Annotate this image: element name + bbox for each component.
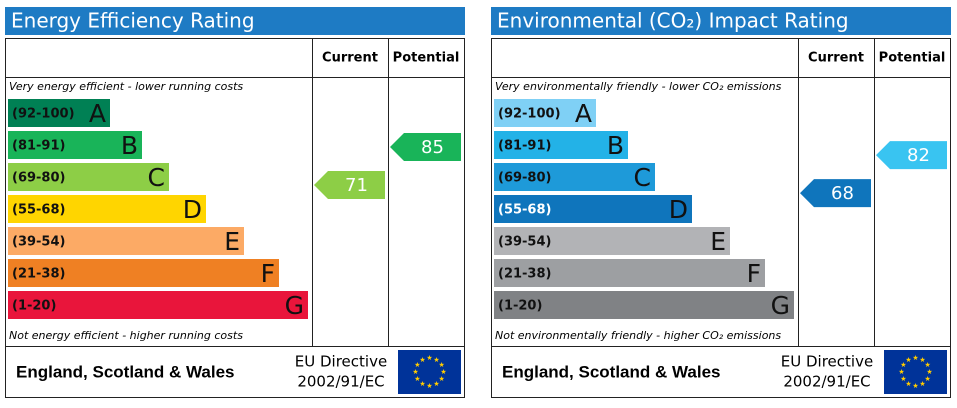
eu-star: ★ — [433, 380, 439, 388]
band — [494, 131, 628, 159]
eu-star: ★ — [919, 356, 925, 364]
band — [8, 291, 308, 319]
footer-code: 2002/91/EC — [297, 373, 384, 391]
rating-value: 85 — [421, 137, 444, 158]
band — [8, 131, 142, 159]
band-letter: F — [261, 259, 275, 288]
eu-star: ★ — [440, 368, 446, 376]
title-bar — [491, 7, 951, 35]
footer-region: England, Scotland & Wales — [16, 362, 235, 381]
panel-title: Energy Efficiency Rating — [11, 9, 255, 33]
panel-box — [5, 38, 465, 398]
eu-star: ★ — [419, 380, 425, 388]
eu-star: ★ — [414, 375, 420, 383]
band-letter: C — [634, 163, 651, 192]
band — [494, 227, 730, 255]
column-header: Potential — [879, 51, 946, 66]
band — [494, 99, 596, 127]
eu-flag — [398, 350, 461, 394]
band — [494, 195, 692, 223]
eu-flag — [884, 350, 947, 394]
rating-arrow — [800, 179, 871, 208]
column-header: Current — [322, 51, 378, 66]
band — [8, 259, 279, 287]
band-letter: D — [669, 195, 688, 224]
band — [8, 163, 169, 191]
band-letter: C — [148, 163, 165, 192]
eu-star: ★ — [919, 380, 925, 388]
rating-panel: Energy Efficiency Rating Current Potential… — [5, 7, 465, 398]
band-range: (39-54) — [12, 235, 65, 250]
band — [8, 227, 244, 255]
band — [8, 195, 206, 223]
top-note: Very energy efficient - lower running co… — [9, 80, 243, 93]
eu-star: ★ — [898, 368, 904, 376]
panel-title: Environmental (CO₂) Impact Rating — [497, 9, 849, 33]
band — [494, 291, 794, 319]
eu-star: ★ — [905, 380, 911, 388]
band — [494, 259, 765, 287]
footer-code: 2002/91/EC — [783, 373, 870, 391]
rating-value: 71 — [345, 175, 368, 196]
eu-star: ★ — [924, 361, 930, 369]
band-range: (1-20) — [12, 299, 56, 314]
footer-directive: EU Directive — [295, 353, 387, 371]
band-range: (92-100) — [12, 107, 75, 122]
band-letter: B — [607, 131, 624, 160]
eu-star: ★ — [900, 375, 906, 383]
eu-star: ★ — [412, 368, 418, 376]
band-letter: E — [710, 227, 726, 256]
band-letter: A — [575, 99, 592, 128]
eu-star: ★ — [438, 361, 444, 369]
band-letter: A — [89, 99, 106, 128]
eu-star: ★ — [414, 361, 420, 369]
band-letter: E — [224, 227, 240, 256]
footer-directive: EU Directive — [781, 353, 873, 371]
band-range: (81-91) — [498, 139, 551, 154]
eu-star: ★ — [912, 354, 918, 362]
band-range: (69-80) — [12, 171, 65, 186]
band-range: (81-91) — [12, 139, 65, 154]
top-note: Very environmentally friendly - lower CO… — [495, 80, 782, 93]
band-range: (92-100) — [498, 107, 561, 122]
eu-star: ★ — [433, 356, 439, 364]
band — [494, 163, 655, 191]
rating-arrow — [876, 141, 947, 170]
band-range: (55-68) — [498, 203, 551, 218]
band — [8, 99, 110, 127]
footer-region: England, Scotland & Wales — [502, 362, 721, 381]
eu-star: ★ — [419, 356, 425, 364]
band-range: (21-38) — [12, 267, 65, 282]
band-range: (55-68) — [12, 203, 65, 218]
rating-panel: Environmental (CO₂) Impact Rating Current… — [491, 7, 951, 398]
eu-star: ★ — [426, 354, 432, 362]
band-letter: G — [771, 291, 790, 320]
bottom-note: Not energy efficient - higher running co… — [9, 329, 243, 342]
band-letter: D — [183, 195, 202, 224]
column-header: Current — [808, 51, 864, 66]
rating-arrow — [390, 133, 461, 161]
band-letter: B — [121, 131, 138, 160]
eu-star: ★ — [926, 368, 932, 376]
eu-star: ★ — [438, 375, 444, 383]
eu-star: ★ — [912, 382, 918, 390]
band-letter: F — [747, 259, 761, 288]
rating-value: 82 — [907, 145, 930, 166]
rating-value: 68 — [831, 183, 854, 204]
band-range: (1-20) — [498, 299, 542, 314]
bottom-note: Not environmentally friendly - higher CO… — [495, 329, 781, 342]
eu-star: ★ — [426, 382, 432, 390]
band-range: (39-54) — [498, 235, 551, 250]
eu-star: ★ — [924, 375, 930, 383]
band-letter: G — [285, 291, 304, 320]
eu-star: ★ — [905, 356, 911, 364]
title-bar — [5, 7, 465, 35]
band-range: (69-80) — [498, 171, 551, 186]
column-header: Potential — [393, 51, 460, 66]
eu-star: ★ — [900, 361, 906, 369]
rating-arrow — [314, 170, 385, 199]
panel-box — [491, 38, 951, 398]
band-range: (21-38) — [498, 267, 551, 282]
